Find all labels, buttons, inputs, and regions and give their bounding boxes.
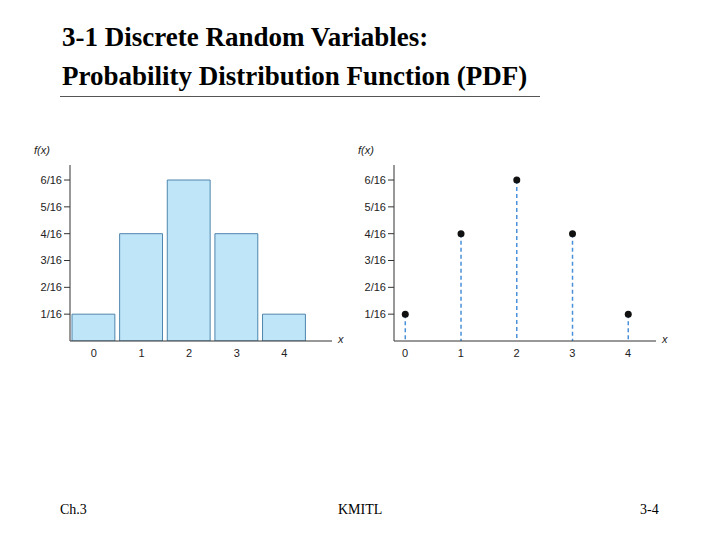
svg-text:2/16: 2/16: [365, 281, 386, 293]
html-text:x: x: [662, 333, 668, 345]
html-text:f(x): f(x): [34, 144, 50, 156]
svg-text:6/16: 6/16: [41, 174, 62, 186]
html-text:f(x): f(x): [358, 144, 374, 156]
svg-text:4/16: 4/16: [41, 228, 62, 240]
html-text:x: x: [338, 333, 344, 345]
svg-text:3: 3: [234, 347, 240, 359]
svg-text:4: 4: [281, 347, 287, 359]
svg-text:0: 0: [91, 347, 97, 359]
svg-text:5/16: 5/16: [365, 201, 386, 213]
svg-text:2: 2: [186, 347, 192, 359]
svg-text:0: 0: [402, 347, 408, 359]
html-text:Ch.3: Ch.3: [60, 502, 87, 517]
svg-text:3/16: 3/16: [365, 254, 386, 266]
svg-text:4: 4: [625, 347, 631, 359]
svg-text:5/16: 5/16: [41, 201, 62, 213]
svg-text:2/16: 2/16: [41, 281, 62, 293]
svg-text:1: 1: [458, 347, 464, 359]
svg-text:1: 1: [138, 347, 144, 359]
svg-text:1/16: 1/16: [365, 308, 386, 320]
svg-text:3/16: 3/16: [41, 254, 62, 266]
svg-text:2: 2: [514, 347, 520, 359]
html-text:3-1 Discrete Random Variables:: 3-1 Discrete Random Variables:: [62, 22, 429, 52]
svg-text:3: 3: [569, 347, 575, 359]
svg-text:4/16: 4/16: [365, 228, 386, 240]
html-text:KMITL: KMITL: [338, 502, 383, 517]
svg-text:6/16: 6/16: [365, 174, 386, 186]
html-text:Probability Distribution Funct: Probability Distribution Function (PDF): [62, 61, 528, 91]
html-text:3-4: 3-4: [640, 502, 659, 517]
svg-text:1/16: 1/16: [41, 308, 62, 320]
